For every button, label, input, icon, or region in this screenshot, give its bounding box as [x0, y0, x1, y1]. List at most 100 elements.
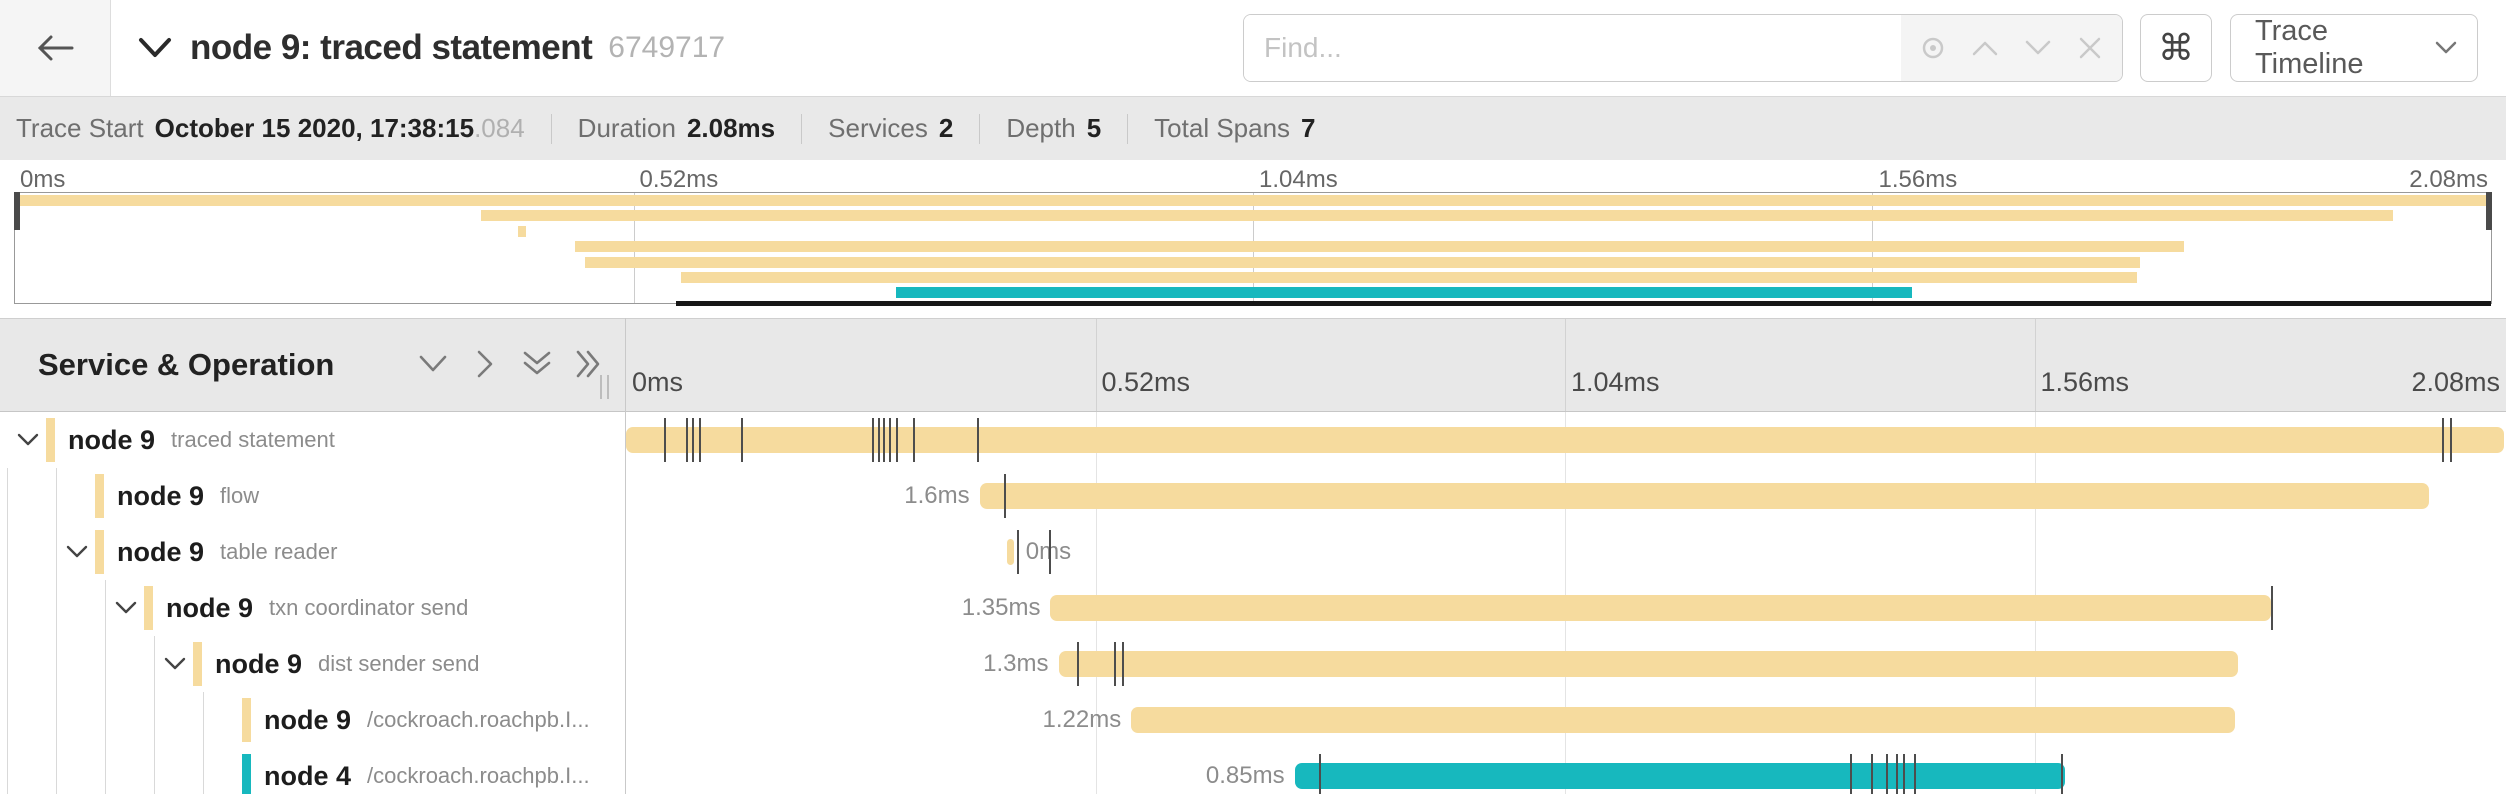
trace-view-selector-label: Trace Timeline [2255, 15, 2364, 80]
span-duration-bar[interactable] [626, 427, 2504, 453]
log-marker-tick[interactable] [1850, 754, 1853, 794]
expand-all-double-chevron-right-icon[interactable] [574, 349, 604, 379]
log-marker-tick[interactable] [977, 418, 980, 462]
log-marker-tick[interactable] [896, 418, 899, 462]
minimap-right-drag-handle[interactable] [2486, 192, 2492, 230]
log-marker-tick[interactable] [1914, 754, 1917, 794]
span-duration-label: 1.22ms [1042, 706, 1122, 733]
indent-guide [56, 748, 57, 794]
column-divider[interactable] [625, 318, 626, 794]
log-marker-tick[interactable] [877, 418, 880, 462]
log-marker-tick[interactable] [1016, 530, 1019, 574]
collapse-trace-chevron-down-icon[interactable] [138, 37, 172, 59]
log-marker-tick[interactable] [1048, 530, 1051, 574]
indent-guide [105, 636, 106, 692]
summary-label: Trace Start [16, 113, 144, 143]
service-color-swatch [144, 586, 153, 630]
log-marker-tick[interactable] [663, 418, 666, 462]
keyboard-shortcuts-button[interactable]: ⌘ [2140, 14, 2212, 82]
span-expand-chevron-down-icon[interactable] [65, 541, 89, 563]
log-marker-tick[interactable] [699, 418, 702, 462]
time-tick-label: 0ms [20, 166, 66, 193]
back-button[interactable] [0, 0, 111, 96]
span-duration-bar[interactable] [979, 483, 2430, 509]
clear-find-close-icon[interactable] [2070, 28, 2110, 68]
log-marker-tick[interactable] [2442, 418, 2445, 462]
log-marker-tick[interactable] [1004, 474, 1007, 518]
span-duration-bar[interactable] [1050, 595, 2272, 621]
next-match-chevron-down-icon[interactable] [2018, 28, 2058, 68]
span-expand-chevron-down-icon[interactable] [163, 653, 187, 675]
minimap-left-drag-handle[interactable] [14, 192, 20, 230]
summary-label: Duration [577, 113, 676, 143]
span-bar-column: 1.35ms [626, 580, 2504, 636]
minimap-graph[interactable] [14, 192, 2492, 306]
summary-separator [979, 113, 981, 144]
time-tick-label: 2.08ms [2409, 166, 2488, 193]
span-duration-bar[interactable] [1058, 651, 2238, 677]
summary-separator [1127, 113, 1129, 144]
find-input[interactable] [1244, 15, 1901, 81]
span-duration-bar[interactable] [1007, 539, 1014, 565]
span-row[interactable]: node 9 txn coordinator send 1.35ms [0, 580, 2506, 636]
log-marker-tick[interactable] [2449, 418, 2452, 462]
span-row[interactable]: node 4/cockroach.roachpb.I... 0.85ms [0, 748, 2506, 794]
span-row[interactable]: node 9/cockroach.roachpb.I... 1.22ms [0, 692, 2506, 748]
summary-separator [801, 113, 803, 144]
match-locate-icon[interactable] [1913, 28, 1953, 68]
indent-guide [56, 636, 57, 692]
collapse-one-chevron-down-icon[interactable] [418, 349, 448, 379]
log-marker-tick[interactable] [913, 418, 916, 462]
summary-item: Trace Start October 15 2020, 17:38:15.084 [16, 113, 525, 144]
minimap-span-bar [481, 210, 2393, 222]
span-bar-column [626, 412, 2504, 468]
indent-guide [7, 636, 8, 692]
summary-value: 2 [938, 113, 954, 143]
minimap-viewport-scrubber[interactable] [676, 301, 2491, 306]
span-duration-bar[interactable] [1131, 707, 2236, 733]
log-marker-tick[interactable] [1076, 642, 1079, 686]
summary-item: Duration 2.08ms [578, 113, 775, 144]
log-marker-tick[interactable] [2060, 754, 2063, 794]
log-marker-tick[interactable] [1121, 642, 1124, 686]
trace-view-selector[interactable]: Trace Timeline [2230, 14, 2478, 82]
timeline-header: Service & Operation 0ms 0.52ms 1.04ms 1.56m… [0, 318, 2506, 412]
log-marker-tick[interactable] [2271, 586, 2274, 630]
log-marker-tick[interactable] [740, 418, 743, 462]
log-marker-tick[interactable] [1318, 754, 1321, 794]
time-tick-label: 0.52ms [1101, 367, 1191, 397]
span-row[interactable]: node 9 dist sender send 1.3ms [0, 636, 2506, 692]
span-duration-label: 1.6ms [904, 482, 970, 509]
span-row[interactable]: node 9 traced statement [0, 412, 2506, 468]
log-marker-tick[interactable] [1886, 754, 1889, 794]
span-row[interactable]: node 9 table reader 0ms [0, 524, 2506, 580]
operation-name: txn coordinator send [269, 595, 469, 620]
time-tick-label: 1.04ms [1571, 367, 1660, 397]
span-bar-column: 1.6ms [626, 468, 2504, 524]
log-marker-tick[interactable] [1114, 642, 1117, 686]
summary-value: 5 [1086, 113, 1102, 143]
indent-guide [154, 748, 155, 794]
span-duration-bar[interactable] [1294, 763, 2065, 789]
expand-one-chevron-right-icon[interactable] [470, 349, 500, 379]
trace-minimap-section: 0ms 0.52ms 1.04ms 1.56ms 2.08ms [0, 160, 2506, 318]
log-marker-tick[interactable] [686, 418, 689, 462]
log-marker-tick[interactable] [883, 418, 886, 462]
indent-guide [105, 580, 106, 636]
log-marker-tick[interactable] [1903, 754, 1906, 794]
indent-guide [7, 580, 8, 636]
log-marker-tick[interactable] [1871, 754, 1874, 794]
collapse-all-double-chevron-down-icon[interactable] [522, 349, 552, 379]
column-resizer-grip[interactable] [600, 375, 609, 399]
log-marker-tick[interactable] [888, 418, 891, 462]
span-row[interactable]: node 9 flow 1.6ms [0, 468, 2506, 524]
span-duration-label: 1.35ms [961, 594, 1041, 621]
span-expand-chevron-down-icon[interactable] [16, 429, 40, 451]
span-expand-chevron-down-icon[interactable] [114, 597, 138, 619]
log-marker-tick[interactable] [1895, 754, 1898, 794]
log-marker-tick[interactable] [872, 418, 875, 462]
summary-label: Depth [1006, 113, 1076, 143]
log-marker-tick[interactable] [691, 418, 694, 462]
prev-match-chevron-up-icon[interactable] [1965, 28, 2005, 68]
